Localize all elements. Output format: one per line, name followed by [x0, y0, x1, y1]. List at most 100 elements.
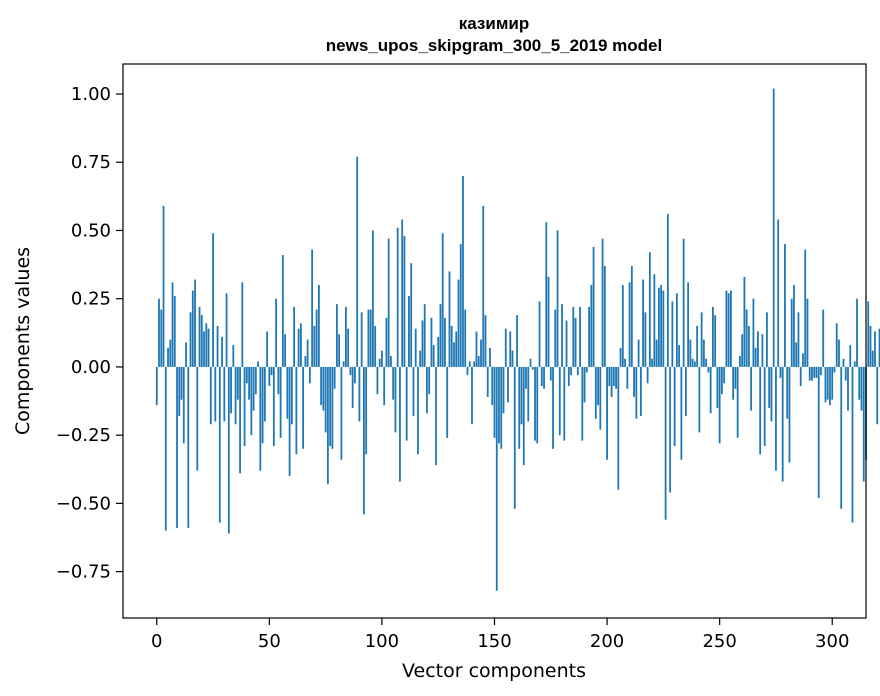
bar-176 — [552, 366, 554, 449]
bar-282 — [790, 298, 793, 367]
bar-87 — [351, 366, 354, 408]
bar-190 — [583, 366, 586, 403]
bar-54 — [277, 366, 280, 395]
bar-292 — [813, 366, 816, 378]
bar-319 — [874, 331, 876, 367]
bar-67 — [306, 339, 309, 367]
bar-78 — [331, 366, 334, 449]
bar-280 — [786, 366, 789, 419]
bar-62 — [295, 366, 298, 455]
bar-0 — [155, 366, 158, 406]
bar-222 — [655, 339, 658, 367]
bar-155 — [504, 328, 507, 367]
bar-262 — [745, 309, 748, 367]
x-axis-ticks: 0 50 100 150 200 250 300 — [151, 618, 849, 652]
bar-247 — [712, 306, 714, 367]
bar-110 — [403, 235, 406, 367]
bar-259 — [739, 356, 741, 367]
bar-263 — [748, 325, 750, 367]
bar-96 — [372, 230, 374, 367]
bar-164 — [525, 366, 527, 389]
bar-139 — [468, 361, 471, 367]
bar-180 — [561, 304, 563, 367]
bar-220 — [651, 358, 654, 367]
bar-114 — [412, 366, 415, 417]
bar-276 — [777, 219, 780, 367]
bar-107 — [396, 227, 399, 367]
bar-211 — [630, 265, 633, 367]
bar-105 — [392, 366, 395, 400]
bar-308 — [849, 345, 852, 367]
bar-314 — [862, 366, 865, 482]
bar-165 — [527, 366, 530, 422]
bar-284 — [795, 342, 798, 367]
bar-98 — [376, 366, 379, 395]
bar-120 — [426, 366, 428, 414]
x-tick-label: 0 — [151, 631, 162, 652]
bar-36 — [236, 366, 239, 400]
bar-12 — [182, 366, 185, 444]
bar-273 — [770, 366, 773, 422]
bar-15 — [189, 312, 192, 367]
bar-238 — [691, 358, 694, 367]
bar-283 — [793, 285, 795, 367]
bar-40 — [245, 366, 248, 384]
bar-68 — [308, 366, 311, 384]
bar-136 — [462, 175, 464, 367]
bar-113 — [410, 263, 413, 367]
bar-104 — [390, 356, 392, 367]
bar-250 — [718, 366, 721, 444]
bar-231 — [675, 293, 678, 367]
bar-134 — [457, 279, 460, 367]
bar-167 — [531, 366, 534, 370]
bar-223 — [657, 287, 660, 367]
bar-275 — [775, 366, 777, 471]
bar-200 — [606, 366, 608, 460]
bar-65 — [302, 366, 305, 449]
bar-41 — [248, 366, 250, 400]
y-tick-label: −0.25 — [56, 425, 111, 446]
bar-158 — [511, 350, 514, 367]
bar-52 — [272, 366, 275, 447]
x-tick-label: 100 — [365, 631, 399, 652]
bar-156 — [507, 366, 509, 403]
bar-285 — [797, 312, 800, 367]
bar-8 — [173, 295, 176, 367]
bar-137 — [464, 309, 467, 367]
bar-230 — [673, 366, 676, 447]
bar-28 — [218, 366, 221, 523]
bar-294 — [817, 366, 820, 498]
bar-150 — [493, 366, 496, 438]
bar-89 — [356, 156, 359, 367]
bar-11 — [180, 366, 183, 400]
bar-70 — [313, 325, 316, 367]
bar-261 — [743, 276, 746, 367]
bar-210 — [628, 282, 631, 367]
bar-194 — [592, 246, 595, 367]
bar-53 — [275, 298, 277, 367]
bar-26 — [214, 366, 217, 422]
bar-75 — [324, 366, 327, 433]
bar-257 — [734, 366, 737, 389]
bar-293 — [815, 366, 818, 378]
bar-31 — [225, 293, 228, 367]
bar-187 — [576, 366, 579, 376]
bar-93 — [365, 366, 368, 455]
bar-215 — [639, 366, 642, 417]
bar-48 — [263, 366, 266, 422]
bar-213 — [635, 366, 638, 419]
bar-305 — [842, 358, 845, 367]
bar-14 — [187, 366, 190, 528]
bar-50 — [268, 366, 271, 387]
bar-23 — [207, 328, 210, 367]
bar-13 — [185, 342, 187, 367]
chart-title-line-1: казимир — [459, 14, 529, 33]
bar-131 — [450, 325, 453, 367]
bar-99 — [378, 358, 381, 367]
bar-207 — [621, 285, 624, 367]
bar-42 — [250, 366, 253, 436]
bar-92 — [363, 366, 365, 515]
bar-series — [155, 88, 880, 591]
bar-216 — [642, 279, 644, 367]
bar-33 — [230, 366, 232, 414]
